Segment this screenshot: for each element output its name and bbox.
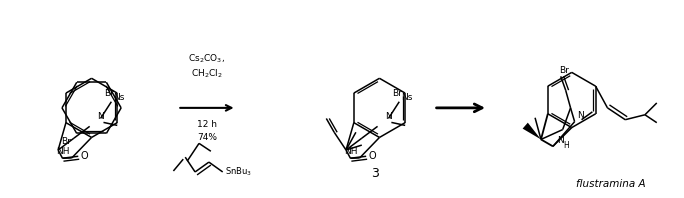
- Text: N: N: [577, 111, 584, 120]
- Text: N: N: [98, 112, 104, 121]
- Polygon shape: [523, 123, 541, 139]
- Text: 12 h: 12 h: [197, 120, 217, 129]
- Text: Ns: Ns: [402, 93, 412, 102]
- Text: N: N: [557, 136, 564, 145]
- Text: NH: NH: [56, 147, 70, 156]
- Text: N: N: [386, 112, 392, 121]
- Text: SnBu$_3$: SnBu$_3$: [224, 166, 252, 178]
- Text: 74%: 74%: [197, 132, 217, 142]
- Text: O: O: [368, 151, 376, 161]
- Text: Ns: Ns: [114, 93, 124, 102]
- Text: Br: Br: [105, 89, 114, 98]
- Text: H: H: [563, 141, 568, 150]
- Text: CH$_2$Cl$_2$: CH$_2$Cl$_2$: [191, 68, 223, 80]
- Text: flustramina A: flustramina A: [577, 179, 646, 189]
- Text: 3: 3: [371, 168, 378, 180]
- Text: NH: NH: [344, 147, 358, 156]
- Text: Cs$_2$CO$_3$,: Cs$_2$CO$_3$,: [189, 53, 225, 66]
- Text: O: O: [80, 151, 88, 161]
- Text: Br: Br: [61, 137, 71, 146]
- Text: Br: Br: [559, 66, 569, 75]
- Text: Br: Br: [392, 89, 402, 98]
